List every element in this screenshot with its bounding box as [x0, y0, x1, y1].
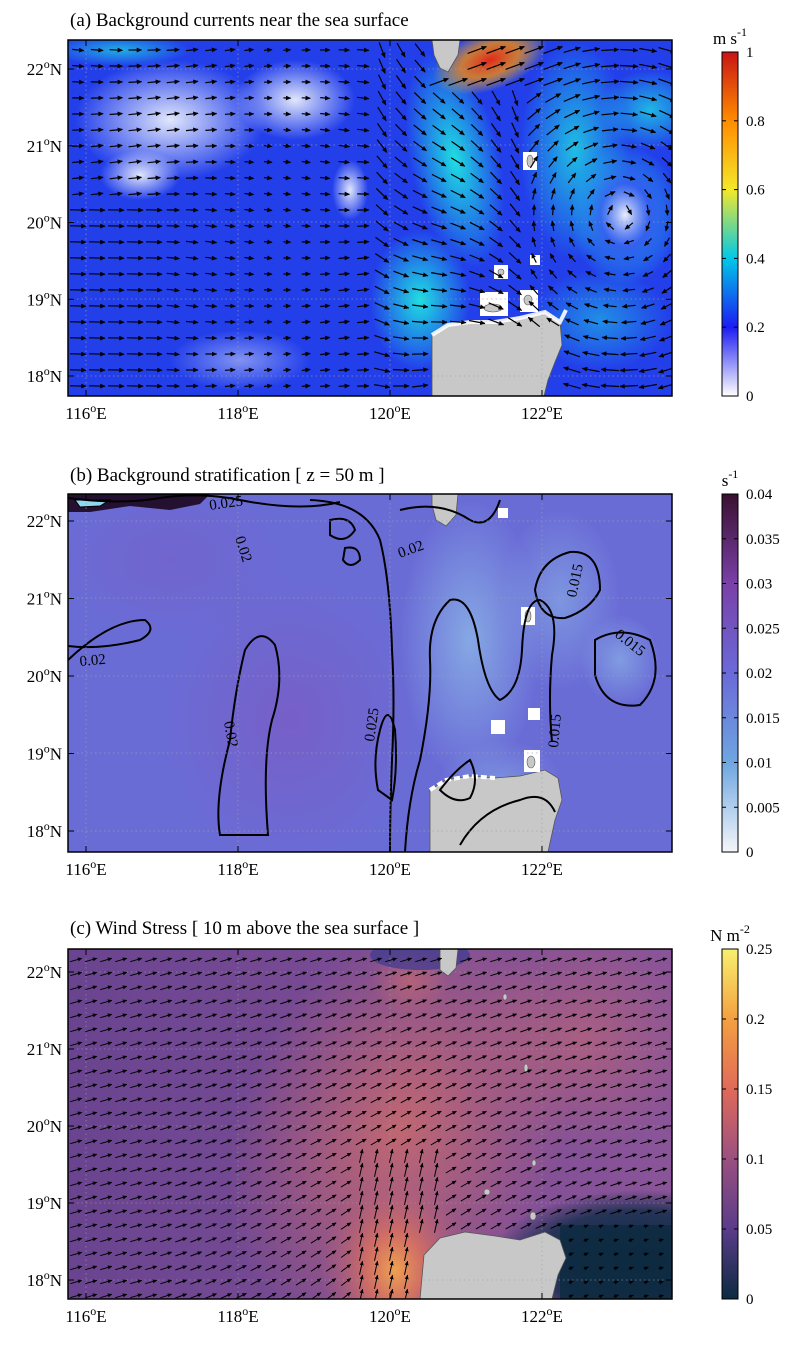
- colorbar: [721, 948, 739, 1300]
- colorbar-tick-label: 0.15: [746, 1082, 772, 1098]
- colorbar-tick-label: 0.4: [746, 251, 765, 267]
- axes: 116oE 118oE 120oE 122oE 18oN 19oN 20oN 21oN 22oN…: [27, 40, 672, 1326]
- colorbar-tick-label: 0.02: [746, 666, 772, 682]
- colorbar-tick-label: 0: [746, 1292, 754, 1308]
- contour-label: 0.025: [208, 493, 244, 514]
- colorbar-tick-label: 0: [746, 845, 754, 861]
- y-tick-label: 20oN: [27, 664, 62, 686]
- y-tick-label: 21oN: [27, 587, 62, 609]
- panel-b-title: (b) Background stratification [ z = 50 m…: [70, 465, 385, 486]
- contour-label: 0.02: [231, 534, 254, 564]
- colorbar-tick-label: 0.035: [746, 532, 780, 548]
- x-tick-label: 120oE: [369, 857, 411, 879]
- contour-label: 0.02: [79, 652, 107, 670]
- colorbar-unit: m s-1: [713, 25, 747, 48]
- colorbar-tick-label: 0.1: [746, 1152, 765, 1168]
- colorbar-tick-label: 0.025: [746, 621, 780, 637]
- colorbar-tick-label: 0.01: [746, 756, 772, 772]
- colorbar-tick-label: 0.04: [746, 487, 773, 503]
- colorbar-tick-label: 0: [746, 389, 754, 405]
- x-tick-label: 116oE: [65, 401, 106, 423]
- contour-label: 0.025: [362, 707, 383, 743]
- y-tick-label: 21oN: [27, 134, 62, 156]
- colorbar-tick-label: 0.015: [746, 711, 780, 727]
- colorbar-tick-label: 0.005: [746, 800, 780, 816]
- y-tick-label: 22oN: [27, 509, 62, 531]
- panel-c-map: [68, 949, 672, 1299]
- y-tick-label: 19oN: [27, 287, 62, 309]
- x-tick-label: 120oE: [369, 1304, 411, 1326]
- contour-label: 0.02: [220, 720, 240, 749]
- colorbar-tick-label: 0.25: [746, 942, 772, 958]
- x-tick-label: 118oE: [217, 1304, 258, 1326]
- y-tick-label: 20oN: [27, 211, 62, 233]
- y-tick-label: 22oN: [27, 57, 62, 79]
- contour-label: 0.015: [546, 713, 565, 748]
- x-tick-label: 120oE: [369, 401, 411, 423]
- colorbar-unit: N m-2: [710, 922, 750, 945]
- colorbar-tick-label: 0.2: [746, 320, 765, 336]
- colorbar-unit: s-1: [722, 467, 739, 490]
- colorbar-tick-label: 0.05: [746, 1222, 772, 1238]
- x-tick-label: 122oE: [521, 857, 563, 879]
- x-tick-label: 118oE: [217, 401, 258, 423]
- y-tick-label: 18oN: [27, 364, 62, 386]
- y-tick-label: 19oN: [27, 742, 62, 764]
- x-tick-label: 118oE: [217, 857, 258, 879]
- y-tick-label: 19oN: [27, 1191, 62, 1213]
- panel-a-map: [68, 40, 672, 396]
- colorbar-tick-label: 0.6: [746, 183, 765, 199]
- colorbar-tick-label: 0.2: [746, 1012, 765, 1028]
- panel-a-title: (a) Background currents near the sea sur…: [70, 10, 409, 31]
- contour-label: 0.015: [564, 562, 587, 598]
- x-tick-label: 122oE: [521, 1304, 563, 1326]
- current-vectors: [69, 42, 672, 390]
- y-tick-label: 21oN: [27, 1037, 62, 1059]
- panel-c-title: (c) Wind Stress [ 10 m above the sea sur…: [70, 918, 419, 939]
- wind-stress-vectors: [70, 957, 668, 1299]
- y-tick-label: 18oN: [27, 819, 62, 841]
- y-tick-label: 22oN: [27, 960, 62, 982]
- colorbar-tick-label: 0.03: [746, 577, 772, 593]
- y-tick-label: 18oN: [27, 1268, 62, 1290]
- x-tick-label: 116oE: [65, 1304, 106, 1326]
- x-tick-label: 122oE: [521, 401, 563, 423]
- colorbars: 0 0.2 0.4 0.6 0.8 1m s-1 0 0.005 0.01 0.015 0.02 0.…: [710, 25, 780, 1308]
- x-tick-label: 116oE: [65, 857, 106, 879]
- y-tick-label: 20oN: [27, 1114, 62, 1136]
- colorbar: [721, 51, 739, 397]
- colorbar-tick-label: 1: [746, 45, 754, 61]
- colorbar-tick-label: 0.8: [746, 114, 765, 130]
- panel-b-map: 0.025 0.02 0.02 0.015 0.02 0.015 0.02 0.…: [68, 493, 672, 852]
